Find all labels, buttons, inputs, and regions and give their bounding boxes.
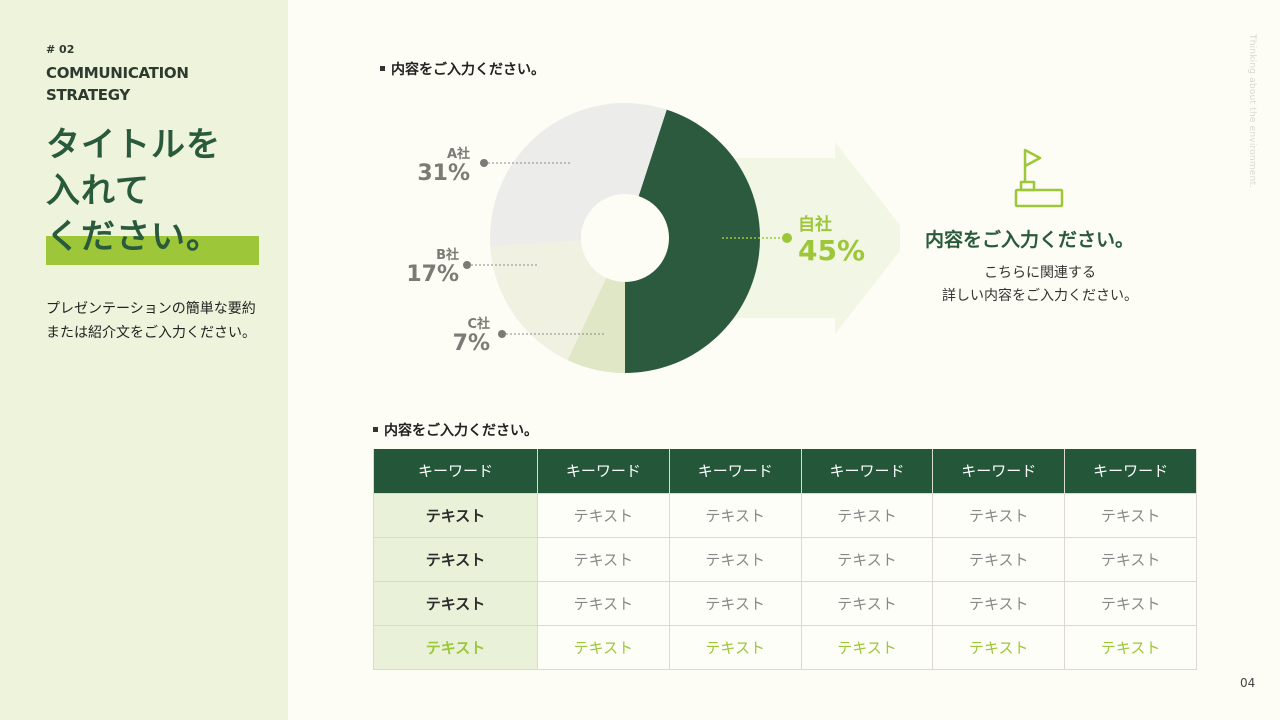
table-cell: テキスト <box>1064 536 1197 582</box>
table-cell: テキスト <box>800 536 934 582</box>
chart-section-heading: 内容をご入力ください。 <box>380 59 545 79</box>
donut-hole <box>581 194 669 282</box>
table-row-highlighted: テキスト テキスト テキスト テキスト テキスト テキスト <box>373 624 1197 670</box>
table-cell: テキスト <box>537 492 670 538</box>
bullet-icon <box>373 426 378 432</box>
callout-title: 内容をご入力ください。 <box>925 229 1135 251</box>
table-section-heading: 内容をご入力ください。 <box>373 420 538 440</box>
chart-heading-text: 内容をご入力ください。 <box>391 62 545 78</box>
page-number: 04 <box>1240 676 1256 690</box>
table-cell: テキスト <box>668 492 802 538</box>
donut-chart <box>463 103 900 373</box>
table-cell: テキスト <box>537 624 670 670</box>
table-cell: テキスト <box>932 624 1066 670</box>
table-cell: テキスト <box>373 492 538 538</box>
table-cell: テキスト <box>537 536 670 582</box>
sidebar-panel <box>0 0 288 720</box>
page-title: タイトルを 入れて ください。 <box>46 122 221 260</box>
leader-dot-c <box>498 330 506 338</box>
page-title-line2: 入れて <box>46 171 150 211</box>
leader-dot-self <box>782 233 792 243</box>
table-cell: テキスト <box>800 492 934 538</box>
label-c: C社 7% <box>452 317 490 356</box>
table-cell: テキスト <box>668 580 802 626</box>
table-cell: テキスト <box>668 624 802 670</box>
slice-b <box>490 238 625 361</box>
slice-self <box>625 109 761 373</box>
table-cell: テキスト <box>668 536 802 582</box>
bullet-icon <box>380 65 385 71</box>
label-a: A社 31% <box>417 147 470 186</box>
table-header-cell: キーワード <box>932 449 1066 494</box>
table-cell: テキスト <box>373 624 538 670</box>
keyword-table: キーワード キーワード キーワード キーワード キーワード キーワード テキスト… <box>373 449 1197 670</box>
section-name-line2: STRATEGY <box>46 86 130 104</box>
label-self: 自社 45% <box>798 215 866 267</box>
table-header-cell: キーワード <box>668 449 802 494</box>
table-header-cell: キーワード <box>373 449 538 494</box>
callout-body: こちらに関連する 詳しい内容をご入力ください。 <box>942 265 1138 304</box>
table-heading-text: 内容をご入力ください。 <box>384 423 538 439</box>
title-highlight-bar <box>46 236 259 265</box>
summary-text: プレゼンテーションの簡単な要約または紹介文をご入力ください。 <box>46 301 256 341</box>
table-header-cell: キーワード <box>800 449 934 494</box>
table-header-row: キーワード キーワード キーワード キーワード キーワード キーワード <box>373 449 1197 494</box>
section-name: COMMUNICATION STRATEGY <box>46 62 189 106</box>
table-cell: テキスト <box>1064 492 1197 538</box>
table-cell: テキスト <box>373 580 538 626</box>
table-header-cell: キーワード <box>1064 449 1197 494</box>
table-cell: テキスト <box>800 624 934 670</box>
table-header-cell: キーワード <box>537 449 670 494</box>
table-row: テキスト テキスト テキスト テキスト テキスト テキスト <box>373 536 1197 582</box>
leader-dot-a <box>480 159 488 167</box>
section-name-line1: COMMUNICATION <box>46 64 189 82</box>
vertical-caption: Thinking about the environment. <box>1247 34 1257 189</box>
table-cell: テキスト <box>932 492 1066 538</box>
table-cell: テキスト <box>373 536 538 582</box>
page-title-line3: ください。 <box>46 217 221 257</box>
label-b: B社 17% <box>406 248 459 287</box>
page-title-line1: タイトルを <box>46 125 221 165</box>
table-cell: テキスト <box>932 536 1066 582</box>
leader-dot-b <box>463 261 471 269</box>
table-cell: テキスト <box>800 580 934 626</box>
table-cell: テキスト <box>1064 624 1197 670</box>
table-cell: テキスト <box>932 580 1066 626</box>
table-row: テキスト テキスト テキスト テキスト テキスト テキスト <box>373 492 1197 538</box>
section-number: # 02 <box>46 43 75 56</box>
table-cell: テキスト <box>1064 580 1197 626</box>
table-row: テキスト テキスト テキスト テキスト テキスト テキスト <box>373 580 1197 626</box>
flag-icon <box>1014 148 1064 208</box>
table-cell: テキスト <box>537 580 670 626</box>
